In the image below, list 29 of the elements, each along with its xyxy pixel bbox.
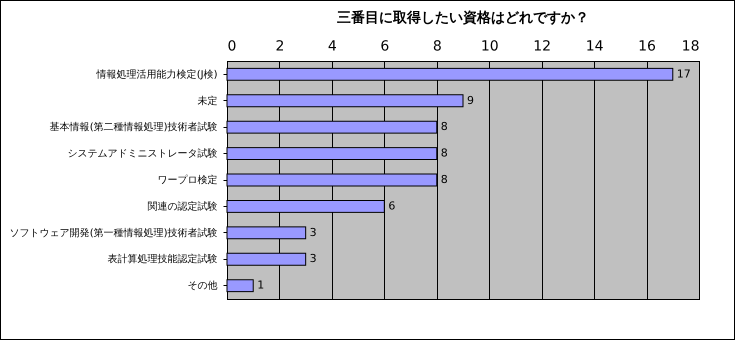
data-label: 8 (440, 146, 448, 160)
x-tick-label: 2 (275, 38, 284, 54)
data-label: 3 (310, 226, 317, 239)
x-tick-label: 6 (380, 38, 390, 54)
x-tick-label: 16 (638, 38, 656, 54)
y-tick-label: ソフトウェア開発(第一種情報処理)技術者試験 (10, 226, 218, 239)
data-label: 17 (676, 67, 691, 80)
y-tick-label: システムアドミニストレータ試験 (68, 148, 218, 160)
chart-title: 三番目に取得したい資格はどれですか？ (337, 10, 589, 26)
x-tick-label: 12 (533, 38, 552, 54)
x-tick-label: 8 (432, 38, 442, 54)
y-tick-label: 情報処理活用能力検定(J検) (96, 68, 218, 80)
data-label: 6 (388, 199, 396, 212)
y-tick-label: 未定 (198, 94, 218, 107)
y-tick-label: ワープロ検定 (158, 174, 218, 186)
x-tick-label: 4 (328, 38, 337, 54)
x-tick-label: 18 (682, 38, 700, 54)
y-tick-label: 表計算処理技能認定試験 (108, 253, 218, 266)
data-label: 9 (467, 94, 474, 107)
x-tick-label: 14 (586, 38, 604, 54)
data-label: 8 (440, 173, 448, 186)
data-label: 8 (440, 120, 448, 134)
data-label: 3 (310, 252, 317, 266)
y-tick-label: 関連の認定試験 (148, 200, 218, 212)
y-tick-label: その他 (188, 280, 218, 292)
x-tick-label: 0 (228, 38, 236, 54)
data-label: 1 (257, 278, 264, 292)
x-tick-label: 10 (480, 38, 499, 54)
y-tick-label: 基本情報(第二種情報処理)技術者試験 (50, 121, 218, 134)
